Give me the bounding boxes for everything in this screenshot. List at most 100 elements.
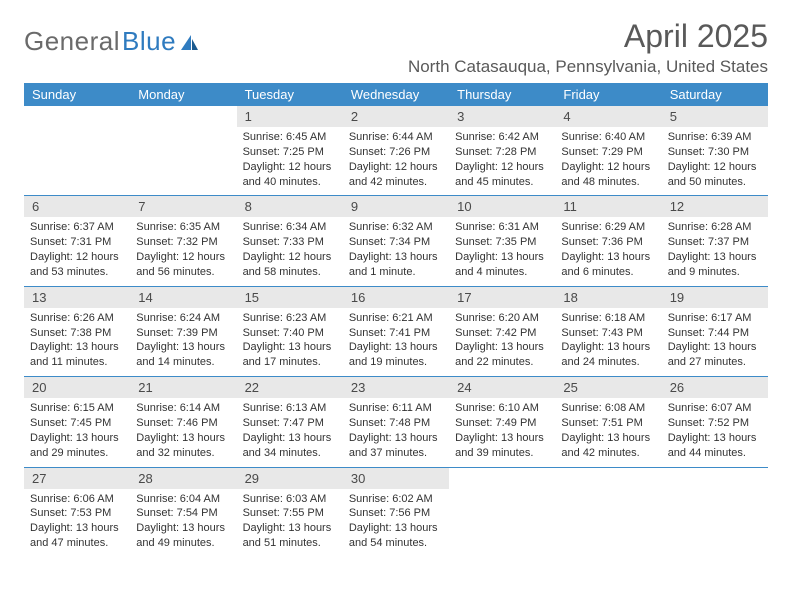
day-cell (662, 468, 768, 557)
day-number: 22 (237, 377, 343, 398)
daylight-text: Daylight: 12 hours and 48 minutes. (561, 160, 655, 190)
location: North Catasauqua, Pennsylvania, United S… (408, 57, 768, 77)
sunset-text: Sunset: 7:30 PM (668, 145, 762, 160)
daylight-text: Daylight: 12 hours and 56 minutes. (136, 250, 230, 280)
daylight-text: Daylight: 13 hours and 37 minutes. (349, 431, 443, 461)
sunset-text: Sunset: 7:35 PM (455, 235, 549, 250)
sunrise-text: Sunrise: 6:44 AM (349, 130, 443, 145)
day-number: 15 (237, 287, 343, 308)
day-number: 27 (24, 468, 130, 489)
sunset-text: Sunset: 7:26 PM (349, 145, 443, 160)
daylight-text: Daylight: 13 hours and 6 minutes. (561, 250, 655, 280)
sunset-text: Sunset: 7:37 PM (668, 235, 762, 250)
daylight-text: Daylight: 12 hours and 40 minutes. (243, 160, 337, 190)
day-cell: 12Sunrise: 6:28 AMSunset: 7:37 PMDayligh… (662, 196, 768, 285)
day-number: 17 (449, 287, 555, 308)
sunrise-text: Sunrise: 6:20 AM (455, 311, 549, 326)
sunrise-text: Sunrise: 6:45 AM (243, 130, 337, 145)
day-body: Sunrise: 6:23 AMSunset: 7:40 PMDaylight:… (237, 308, 343, 376)
sunset-text: Sunset: 7:29 PM (561, 145, 655, 160)
day-number: 28 (130, 468, 236, 489)
day-cell: 25Sunrise: 6:08 AMSunset: 7:51 PMDayligh… (555, 377, 661, 466)
week-row: 6Sunrise: 6:37 AMSunset: 7:31 PMDaylight… (24, 196, 768, 286)
dow-cell: Wednesday (343, 83, 449, 106)
daylight-text: Daylight: 13 hours and 9 minutes. (668, 250, 762, 280)
day-cell: 14Sunrise: 6:24 AMSunset: 7:39 PMDayligh… (130, 287, 236, 376)
day-number: 21 (130, 377, 236, 398)
day-number: 8 (237, 196, 343, 217)
day-cell: 30Sunrise: 6:02 AMSunset: 7:56 PMDayligh… (343, 468, 449, 557)
sunrise-text: Sunrise: 6:04 AM (136, 492, 230, 507)
day-body (24, 127, 130, 185)
day-body: Sunrise: 6:37 AMSunset: 7:31 PMDaylight:… (24, 217, 130, 285)
day-number: 29 (237, 468, 343, 489)
daylight-text: Daylight: 13 hours and 1 minute. (349, 250, 443, 280)
logo-sail-icon (180, 33, 200, 51)
day-cell: 23Sunrise: 6:11 AMSunset: 7:48 PMDayligh… (343, 377, 449, 466)
sunrise-text: Sunrise: 6:11 AM (349, 401, 443, 416)
sunrise-text: Sunrise: 6:15 AM (30, 401, 124, 416)
dow-row: SundayMondayTuesdayWednesdayThursdayFrid… (24, 83, 768, 106)
logo-text-1: General (24, 26, 120, 57)
daylight-text: Daylight: 12 hours and 58 minutes. (243, 250, 337, 280)
day-number: 13 (24, 287, 130, 308)
sunrise-text: Sunrise: 6:34 AM (243, 220, 337, 235)
daylight-text: Daylight: 12 hours and 53 minutes. (30, 250, 124, 280)
dow-cell: Saturday (662, 83, 768, 106)
sunrise-text: Sunrise: 6:10 AM (455, 401, 549, 416)
daylight-text: Daylight: 13 hours and 17 minutes. (243, 340, 337, 370)
header: GeneralBlue April 2025 North Catasauqua,… (24, 18, 768, 77)
daylight-text: Daylight: 13 hours and 27 minutes. (668, 340, 762, 370)
day-cell (449, 468, 555, 557)
day-body: Sunrise: 6:10 AMSunset: 7:49 PMDaylight:… (449, 398, 555, 466)
day-number: 3 (449, 106, 555, 127)
day-body (555, 489, 661, 547)
day-number: 16 (343, 287, 449, 308)
day-cell: 27Sunrise: 6:06 AMSunset: 7:53 PMDayligh… (24, 468, 130, 557)
day-cell: 22Sunrise: 6:13 AMSunset: 7:47 PMDayligh… (237, 377, 343, 466)
day-cell: 17Sunrise: 6:20 AMSunset: 7:42 PMDayligh… (449, 287, 555, 376)
day-number: 10 (449, 196, 555, 217)
day-number (24, 106, 130, 127)
day-number: 18 (555, 287, 661, 308)
day-body: Sunrise: 6:42 AMSunset: 7:28 PMDaylight:… (449, 127, 555, 195)
day-cell: 18 Sunrise: 6:18 AMSunset: 7:43 PMDayligh… (555, 287, 661, 376)
day-number (555, 468, 661, 489)
day-number: 14 (130, 287, 236, 308)
sunrise-text: Sunrise: 6:31 AM (455, 220, 549, 235)
day-cell (130, 106, 236, 195)
day-body: Sunrise: 6:14 AMSunset: 7:46 PMDaylight:… (130, 398, 236, 466)
day-cell: 7Sunrise: 6:35 AMSunset: 7:32 PMDaylight… (130, 196, 236, 285)
sunrise-text: Sunrise: 6:06 AM (30, 492, 124, 507)
day-cell: 1Sunrise: 6:45 AMSunset: 7:25 PMDaylight… (237, 106, 343, 195)
day-body: Sunrise: 6:29 AMSunset: 7:36 PMDaylight:… (555, 217, 661, 285)
daylight-text: Daylight: 13 hours and 34 minutes. (243, 431, 337, 461)
day-number: 26 (662, 377, 768, 398)
sunrise-text: Sunrise: 6:18 AM (561, 311, 655, 326)
sunset-text: Sunset: 7:55 PM (243, 506, 337, 521)
day-cell: 29Sunrise: 6:03 AMSunset: 7:55 PMDayligh… (237, 468, 343, 557)
day-body: Sunrise: 6:04 AMSunset: 7:54 PMDaylight:… (130, 489, 236, 557)
logo: GeneralBlue (24, 18, 200, 57)
sunset-text: Sunset: 7:38 PM (30, 326, 124, 341)
day-body (662, 489, 768, 547)
sunrise-text: Sunrise: 6:29 AM (561, 220, 655, 235)
day-body: Sunrise: 6:32 AMSunset: 7:34 PMDaylight:… (343, 217, 449, 285)
day-body: Sunrise: 6:15 AMSunset: 7:45 PMDaylight:… (24, 398, 130, 466)
daylight-text: Daylight: 12 hours and 50 minutes. (668, 160, 762, 190)
dow-cell: Thursday (449, 83, 555, 106)
day-number: 4 (555, 106, 661, 127)
daylight-text: Daylight: 13 hours and 24 minutes. (561, 340, 655, 370)
sunset-text: Sunset: 7:31 PM (30, 235, 124, 250)
day-number: 7 (130, 196, 236, 217)
sunrise-text: Sunrise: 6:23 AM (243, 311, 337, 326)
title-block: April 2025 North Catasauqua, Pennsylvani… (408, 18, 768, 77)
daylight-text: Daylight: 13 hours and 42 minutes. (561, 431, 655, 461)
sunset-text: Sunset: 7:36 PM (561, 235, 655, 250)
sunset-text: Sunset: 7:43 PM (561, 326, 655, 341)
day-body: Sunrise: 6:26 AMSunset: 7:38 PMDaylight:… (24, 308, 130, 376)
day-number: 25 (555, 377, 661, 398)
sunset-text: Sunset: 7:53 PM (30, 506, 124, 521)
day-body: Sunrise: 6:39 AMSunset: 7:30 PMDaylight:… (662, 127, 768, 195)
day-cell (24, 106, 130, 195)
